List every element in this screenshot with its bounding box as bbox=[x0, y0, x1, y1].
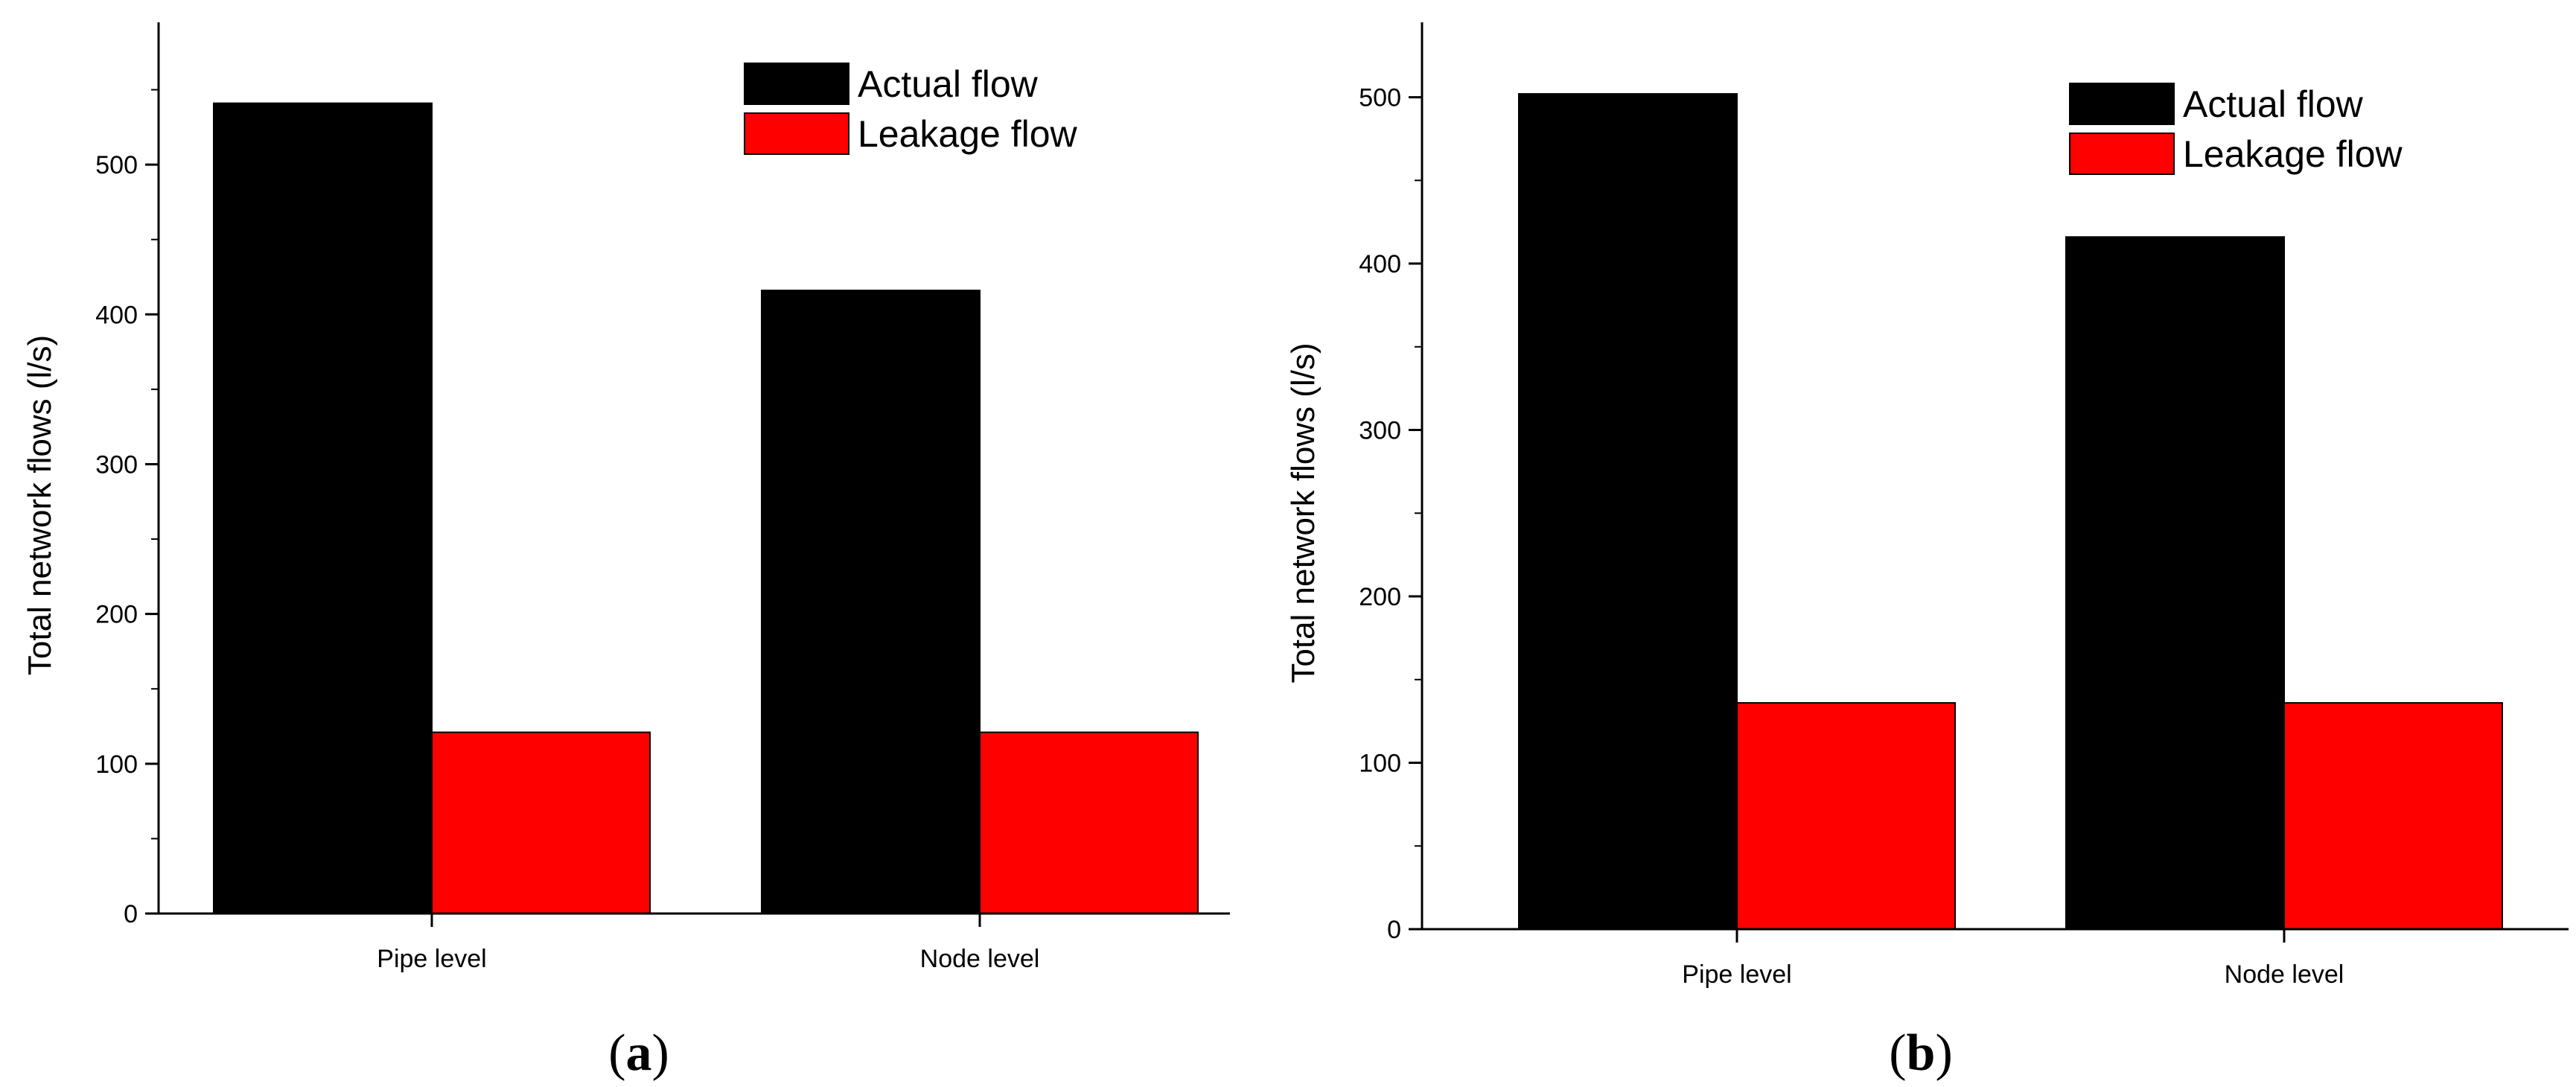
legend: Actual flow Leakage flow bbox=[2069, 83, 2403, 175]
caption-letter: a bbox=[626, 1024, 652, 1082]
caption-open: ( bbox=[1889, 1024, 1906, 1082]
bar-actual-pipe bbox=[1518, 93, 1738, 930]
legend-label: Leakage flow bbox=[858, 113, 1078, 155]
x-tick-label: Pipe level bbox=[377, 945, 486, 973]
x-tick-label: Node level bbox=[920, 945, 1040, 973]
y-tick-label: 400 bbox=[1359, 250, 1401, 278]
legend-swatch bbox=[744, 112, 849, 155]
y-tick-label: 300 bbox=[95, 450, 138, 479]
bar-leakage-node bbox=[979, 731, 1199, 914]
caption-letter: b bbox=[1907, 1024, 1936, 1082]
bar-leakage-pipe bbox=[1736, 702, 1956, 930]
legend-swatch bbox=[2069, 133, 2175, 175]
bar-leakage-node bbox=[2283, 702, 2503, 930]
panel-caption: (a) bbox=[608, 1024, 669, 1082]
y-tick-label: 300 bbox=[1359, 417, 1401, 445]
y-tick-label: 200 bbox=[1359, 583, 1401, 611]
legend-swatch bbox=[744, 63, 849, 105]
y-tick-label: 100 bbox=[1359, 750, 1401, 778]
x-tick-label: Node level bbox=[2225, 960, 2344, 989]
legend-label: Leakage flow bbox=[2183, 133, 2403, 175]
bar-actual-node bbox=[2065, 236, 2285, 930]
caption-open: ( bbox=[608, 1024, 625, 1082]
y-axis-title: Total network flows (l/s) bbox=[1285, 342, 1322, 683]
legend-label: Actual flow bbox=[2183, 83, 2364, 125]
bar-leakage-pipe bbox=[431, 731, 651, 914]
y-tick-label: 0 bbox=[124, 900, 138, 928]
legend: Actual flow Leakage flow bbox=[744, 63, 1078, 155]
legend-swatch bbox=[2069, 83, 2175, 125]
bar-actual-node bbox=[761, 290, 981, 914]
caption-close: ) bbox=[652, 1024, 669, 1082]
y-tick-label: 500 bbox=[95, 151, 138, 179]
y-tick-label: 400 bbox=[95, 301, 138, 329]
chart-panel-a: 0 100 200 300 400 500 Pipe level Node level Tota… bbox=[22, 22, 1230, 1082]
chart-panel-b: 0 100 200 300 400 500 Pipe level Node level Tota… bbox=[1285, 22, 2569, 1082]
y-tick-label: 200 bbox=[95, 601, 138, 629]
x-tick-label: Pipe level bbox=[1682, 960, 1791, 989]
y-tick-label: 0 bbox=[1387, 916, 1401, 944]
legend-label: Actual flow bbox=[858, 63, 1039, 105]
y-tick-label: 100 bbox=[95, 750, 138, 779]
y-axis-title: Total network flows (l/s) bbox=[22, 335, 58, 675]
caption-close: ) bbox=[1935, 1024, 1952, 1082]
y-tick-label: 500 bbox=[1359, 84, 1401, 112]
bar-actual-pipe bbox=[213, 102, 433, 915]
panel-caption: (b) bbox=[1889, 1024, 1953, 1082]
